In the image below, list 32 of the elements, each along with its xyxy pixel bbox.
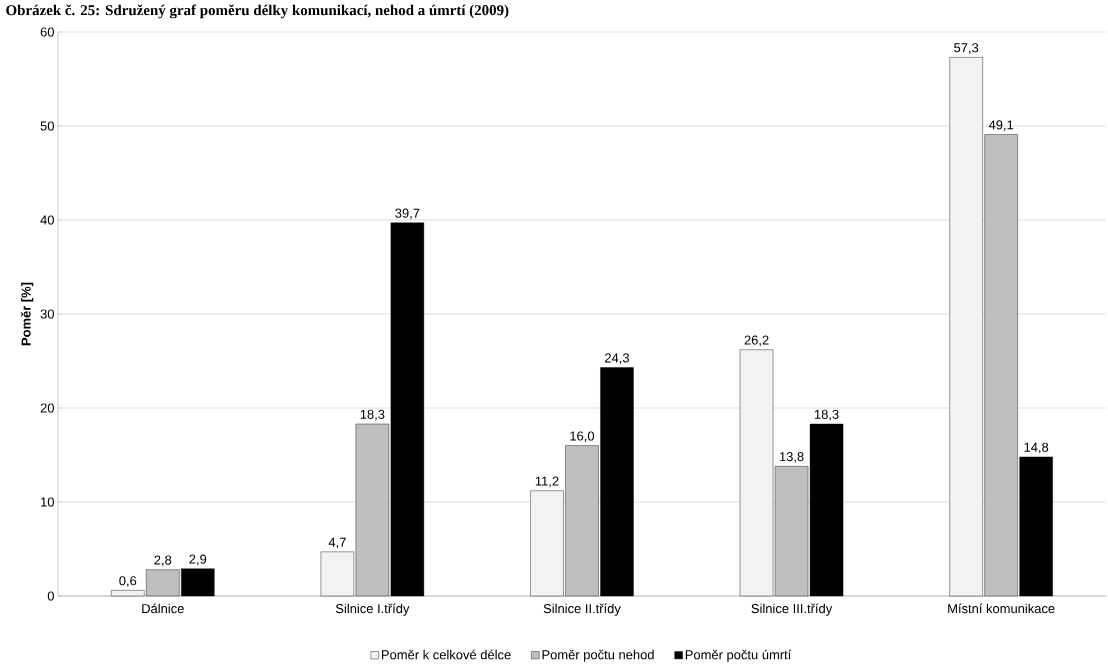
text: 13,8 (779, 452, 804, 463)
text: 4,7 (328, 537, 346, 549)
y-tick-label: 20 (40, 403, 54, 413)
legend-label: Poměr k celkové délce (382, 649, 511, 660)
text: 0,6 (119, 576, 137, 587)
text: 24,3 (605, 353, 630, 365)
x-tick-label: Silnice I.třídy (335, 603, 410, 616)
y-tick-label: 40 (40, 215, 54, 225)
text: 11,2 (535, 476, 559, 488)
text: 57,3 (954, 43, 979, 54)
x-tick-label: Silnice III.třídy (751, 603, 833, 616)
y-tick-label: 10 (41, 497, 54, 507)
x-tick-label: Místní komunikace (948, 603, 1055, 614)
y-tick-label: 50 (40, 121, 54, 131)
y-tick-label: 30 (40, 309, 54, 319)
text: 39,7 (395, 208, 420, 220)
text: 26,2 (744, 335, 769, 347)
text: 2,9 (189, 554, 207, 566)
text: 18,3 (360, 409, 385, 421)
y-tick-label: 60 (40, 27, 54, 37)
x-tick-label: Silnice II.třídy (543, 603, 621, 616)
x-tick-label: Dálnice (142, 603, 184, 614)
y-tick-label: 0 (47, 591, 54, 601)
legend-label: Poměr počtu nehod (542, 649, 654, 662)
text: 16,0 (570, 431, 595, 443)
legend-label: Poměr počtu úmrtí (685, 649, 792, 662)
text: 2,8 (154, 555, 172, 567)
y-axis-title: Poměr [%] (20, 282, 34, 346)
text: 14,8 (1024, 442, 1049, 454)
chart-title: Obrázek č. 25: Sdružený graf poměru délky komunikací, nehod a úmrtí (2009) (6, 4, 509, 19)
text: 18,3 (814, 409, 839, 421)
text: 49,1 (988, 120, 1014, 131)
